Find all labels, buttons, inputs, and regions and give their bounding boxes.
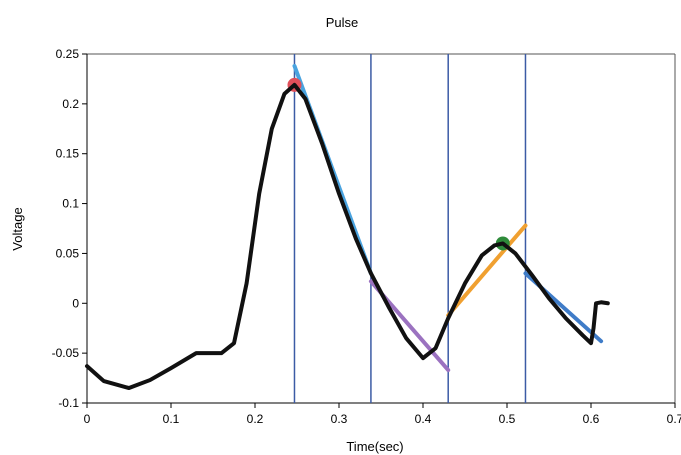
plot-area: 0 0.1 0.2 0.3 0.4 0.5 0.6 0.7 -0.1 -0.05 0 0.05 0.1 0… [52,47,681,426]
pulse-signal-line [85,82,610,391]
y-tick-label: 0.2 [62,97,79,111]
y-tick-label: -0.1 [58,396,79,410]
y-tick-label: 0.05 [56,246,80,260]
x-tick-label: 0.2 [247,412,264,426]
x-tick-label: 0.1 [163,412,180,426]
y-tick-label: 0.15 [56,147,80,161]
slope-line [446,223,528,318]
x-tick-label: 0.3 [331,412,348,426]
x-axis-label: Time(sec) [346,439,403,454]
x-tick-label: 0.7 [667,412,681,426]
x-tick-label: 0.6 [583,412,600,426]
x-tick-label: 0 [84,412,91,426]
y-tick-label: 0 [72,296,79,310]
x-tick-label: 0.5 [499,412,516,426]
x-tick-label: 0.4 [415,412,432,426]
y-tick-label: -0.05 [52,346,80,360]
y-tick-label: 0.1 [62,197,79,211]
y-tick-label: 0.25 [56,47,80,61]
chart-title: Pulse [326,15,359,30]
y-axis-label: Voltage [10,207,25,250]
